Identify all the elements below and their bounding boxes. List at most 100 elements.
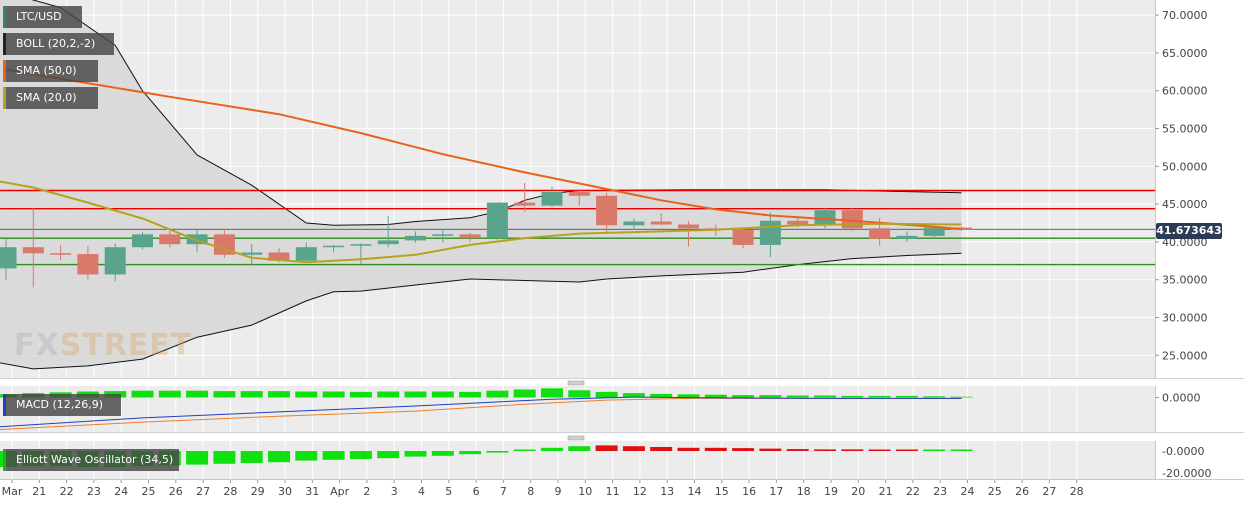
- bollinger-band-fill: [0, 0, 962, 369]
- x-tick-label: 21: [879, 485, 893, 498]
- candle-body: [596, 195, 618, 226]
- ewo-bar: [814, 449, 836, 451]
- macd-y-tick-label: 0.0000: [1162, 392, 1201, 405]
- candle: [77, 245, 99, 280]
- x-tick-label: 22: [60, 485, 74, 498]
- candle: [514, 182, 536, 212]
- candle-body: [787, 220, 809, 225]
- x-tick-label: 23: [933, 485, 947, 498]
- x-tick-label: 24: [961, 485, 975, 498]
- ewo-bar: [677, 447, 700, 451]
- x-tick-label: 27: [1042, 485, 1056, 498]
- candle: [486, 202, 508, 240]
- macd-histogram-bar: [268, 391, 290, 398]
- ewo-bar: [268, 451, 290, 463]
- ewo-bar: [704, 447, 727, 451]
- candle: [405, 231, 426, 243]
- candle-body: [568, 192, 590, 196]
- macd-label[interactable]: MACD (12,26,9): [3, 394, 121, 416]
- x-tick-label: 26: [169, 485, 183, 498]
- y-tick-label: 25.0000: [1162, 349, 1208, 362]
- ewo-bar: [650, 447, 673, 451]
- macd-histogram-bar: [759, 395, 782, 398]
- macd-histogram-bar: [868, 395, 891, 398]
- macd-histogram-bar: [158, 390, 181, 398]
- candle-body: [486, 202, 508, 239]
- macd-histogram-bar: [677, 394, 700, 398]
- candle: [923, 226, 945, 239]
- sma-20-label[interactable]: SMA (20,0): [3, 87, 98, 109]
- macd-histogram-bar: [131, 390, 154, 398]
- macd-histogram-bar: [732, 395, 755, 398]
- macd-histogram-bar: [240, 391, 263, 398]
- elliott-wave-oscillator-label[interactable]: Elliott Wave Oscillator (34,5): [3, 449, 179, 471]
- y-tick-label: 55.0000: [1162, 123, 1208, 136]
- candle: [650, 213, 672, 226]
- ewo-bar: [513, 449, 536, 451]
- macd-histogram-bar: [895, 395, 918, 398]
- ewo-bar: [186, 451, 209, 465]
- candle: [596, 192, 618, 233]
- ewo-panel-resize-handle[interactable]: [567, 435, 585, 441]
- ewo-bar: [595, 445, 618, 451]
- x-tick-label: 4: [418, 485, 425, 498]
- ewo-bar: [759, 448, 782, 451]
- x-tick-label: 10: [578, 485, 592, 498]
- ewo-bar: [377, 451, 400, 459]
- candle: [0, 238, 17, 280]
- x-tick-label: 11: [606, 485, 620, 498]
- macd-histogram-bar: [186, 390, 209, 398]
- x-tick-label: 13: [660, 485, 674, 498]
- candle-body: [241, 252, 263, 255]
- candle-body: [896, 235, 918, 239]
- macd-line: [0, 396, 962, 428]
- x-tick-label: 22: [906, 485, 920, 498]
- candle-body: [759, 220, 781, 245]
- macd-panel-resize-handle[interactable]: [567, 380, 585, 386]
- macd-histogram-bar: [377, 391, 400, 398]
- x-tick-label: 29: [251, 485, 265, 498]
- x-tick-label: 23: [87, 485, 101, 498]
- candle: [132, 232, 153, 250]
- ewo-bar: [868, 449, 891, 451]
- sma-50-label[interactable]: SMA (50,0): [3, 60, 98, 82]
- candle: [241, 244, 263, 266]
- candle: [22, 207, 44, 288]
- bollinger-lower-band: [0, 252, 962, 370]
- macd-histogram-bar: [704, 394, 727, 398]
- ewo-bar: [240, 451, 263, 463]
- symbol-label[interactable]: LTC/USD: [3, 6, 82, 28]
- ewo-bar: [486, 451, 509, 453]
- macd-histogram-bar: [841, 395, 864, 398]
- ewo-y-tick-label: -0.0000: [1162, 445, 1204, 458]
- x-tick-label: 30: [278, 485, 292, 498]
- candle-body: [814, 210, 836, 225]
- ewo-bar: [349, 451, 372, 459]
- ewo-bar: [841, 449, 864, 451]
- x-tick-label: 14: [688, 485, 702, 498]
- macd-histogram-bar: [622, 393, 645, 398]
- candle-body: [132, 234, 153, 248]
- bollinger-bands-label[interactable]: BOLL (20,2,-2): [3, 33, 114, 55]
- macd-histogram-bar: [814, 395, 836, 398]
- x-tick-label: 25: [142, 485, 156, 498]
- macd-histogram-bar: [295, 391, 318, 398]
- candle-body: [541, 192, 563, 206]
- y-tick-label: 60.0000: [1162, 85, 1208, 98]
- x-tick-label: Mar: [2, 485, 23, 498]
- candle-body: [77, 254, 99, 275]
- x-tick-label: 2: [363, 485, 370, 498]
- candle-body: [459, 234, 481, 239]
- y-tick-label: 35.0000: [1162, 274, 1208, 287]
- x-tick-label: 8: [527, 485, 534, 498]
- candle-body: [323, 245, 345, 248]
- candle: [377, 216, 399, 248]
- ewo-bar: [459, 451, 482, 455]
- candle: [104, 243, 126, 282]
- y-tick-label: 65.0000: [1162, 47, 1208, 60]
- candle: [568, 189, 590, 206]
- ewo-bar: [404, 451, 427, 457]
- candle-body: [841, 210, 863, 229]
- x-tick-label: 21: [32, 485, 46, 498]
